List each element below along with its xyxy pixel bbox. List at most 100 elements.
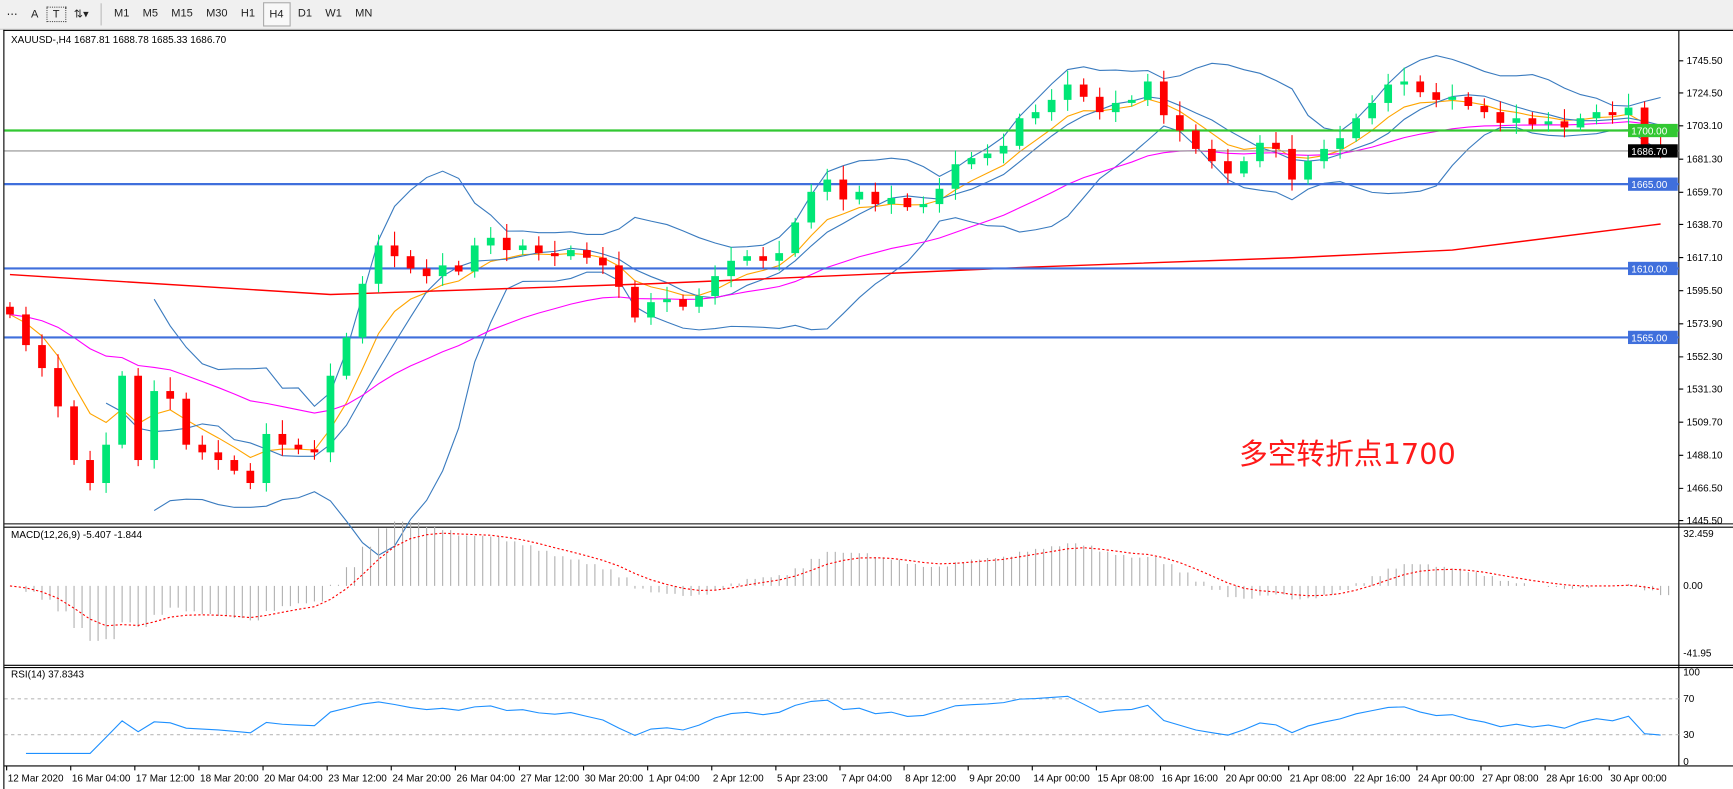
bearish-candle[interactable] bbox=[903, 197, 912, 208]
bearish-candle[interactable] bbox=[759, 256, 768, 261]
bullish-candle[interactable] bbox=[967, 158, 976, 165]
bullish-candle[interactable] bbox=[887, 197, 896, 205]
bullish-candle[interactable] bbox=[1576, 118, 1585, 128]
bullish-candle[interactable] bbox=[743, 256, 752, 261]
bullish-candle[interactable] bbox=[358, 283, 367, 338]
bullish-candle[interactable] bbox=[1592, 112, 1601, 119]
bearish-candle[interactable] bbox=[454, 265, 463, 272]
bullish-candle[interactable] bbox=[1240, 161, 1248, 174]
bullish-candle[interactable] bbox=[438, 265, 447, 277]
bullish-candle[interactable] bbox=[791, 222, 800, 254]
timeframe-m30-button[interactable]: M30 bbox=[206, 7, 228, 20]
bearish-candle[interactable] bbox=[1528, 118, 1537, 125]
bearish-candle[interactable] bbox=[38, 345, 46, 369]
bullish-candle[interactable] bbox=[1368, 102, 1377, 119]
bullish-candle[interactable] bbox=[518, 245, 527, 251]
bearish-candle[interactable] bbox=[294, 444, 303, 450]
bullish-candle[interactable] bbox=[775, 253, 784, 261]
bullish-candle[interactable] bbox=[150, 391, 159, 461]
bullish-candle[interactable] bbox=[374, 245, 383, 284]
bearish-candle[interactable] bbox=[1079, 84, 1088, 97]
timeframe-w1-button[interactable]: W1 bbox=[325, 7, 342, 20]
bullish-candle[interactable] bbox=[1320, 148, 1328, 162]
bearish-candle[interactable] bbox=[502, 237, 511, 251]
bearish-candle[interactable] bbox=[54, 368, 62, 407]
bullish-candle[interactable] bbox=[1015, 118, 1024, 146]
bearish-candle[interactable] bbox=[1288, 148, 1296, 180]
bearish-candle[interactable] bbox=[839, 179, 848, 200]
bearish-candle[interactable] bbox=[166, 391, 175, 399]
timeframe-m1-button[interactable]: M1 bbox=[114, 7, 130, 20]
bullish-candle[interactable] bbox=[470, 245, 479, 272]
bullish-candle[interactable] bbox=[566, 250, 575, 257]
separator-tool-icon[interactable]: ⋯ bbox=[6, 8, 18, 21]
bearish-candle[interactable] bbox=[86, 460, 94, 484]
bearish-candle[interactable] bbox=[246, 470, 255, 484]
bearish-candle[interactable] bbox=[1608, 112, 1617, 116]
bearish-candle[interactable] bbox=[1095, 96, 1104, 113]
bullish-candle[interactable] bbox=[1031, 112, 1040, 119]
bullish-candle[interactable] bbox=[486, 237, 495, 246]
bullish-candle[interactable] bbox=[1143, 81, 1152, 100]
bullish-candle[interactable] bbox=[102, 444, 110, 484]
bullish-candle[interactable] bbox=[663, 299, 671, 303]
bearish-candle[interactable] bbox=[1496, 112, 1505, 123]
bearish-candle[interactable] bbox=[214, 452, 223, 461]
bearish-candle[interactable] bbox=[230, 460, 239, 471]
bullish-candle[interactable] bbox=[951, 164, 960, 189]
bearish-candle[interactable] bbox=[1480, 105, 1489, 113]
bearish-candle[interactable] bbox=[679, 299, 687, 307]
timeframe-h4-button[interactable]: H4 bbox=[262, 2, 291, 27]
text-tool-icon[interactable]: A bbox=[30, 8, 39, 21]
bullish-candle[interactable] bbox=[262, 433, 271, 484]
bullish-candle[interactable] bbox=[1304, 161, 1312, 180]
bearish-candle[interactable] bbox=[1224, 161, 1232, 174]
bearish-candle[interactable] bbox=[1272, 142, 1280, 149]
bullish-candle[interactable] bbox=[1512, 118, 1521, 123]
bearish-candle[interactable] bbox=[583, 250, 591, 258]
bearish-candle[interactable] bbox=[6, 306, 14, 315]
text-label-tool-icon[interactable]: T bbox=[46, 6, 67, 23]
bearish-candle[interactable] bbox=[198, 444, 207, 453]
bullish-candle[interactable] bbox=[1063, 84, 1072, 100]
bullish-candle[interactable] bbox=[1047, 99, 1056, 113]
bearish-candle[interactable] bbox=[422, 268, 431, 277]
timeframe-h1-button[interactable]: H1 bbox=[240, 7, 255, 20]
bullish-candle[interactable] bbox=[1127, 99, 1136, 103]
bullish-candle[interactable] bbox=[983, 153, 992, 159]
bullish-candle[interactable] bbox=[1352, 118, 1360, 139]
bearish-candle[interactable] bbox=[1432, 92, 1441, 100]
bearish-candle[interactable] bbox=[871, 191, 880, 205]
bullish-candle[interactable] bbox=[695, 296, 703, 307]
bearish-candle[interactable] bbox=[70, 406, 78, 461]
bullish-candle[interactable] bbox=[1384, 84, 1393, 103]
bullish-candle[interactable] bbox=[823, 179, 832, 192]
bullish-candle[interactable] bbox=[118, 375, 126, 445]
bullish-candle[interactable] bbox=[1448, 96, 1457, 100]
bearish-candle[interactable] bbox=[1560, 121, 1569, 128]
bearish-candle[interactable] bbox=[1175, 115, 1184, 131]
bearish-candle[interactable] bbox=[550, 253, 559, 257]
bullish-candle[interactable] bbox=[647, 302, 655, 318]
timeframe-m15-button[interactable]: M15 bbox=[171, 7, 193, 20]
bullish-candle[interactable] bbox=[326, 375, 335, 453]
bearish-candle[interactable] bbox=[599, 257, 607, 266]
timeframe-mn-button[interactable]: MN bbox=[355, 7, 373, 20]
bullish-candle[interactable] bbox=[1336, 138, 1344, 149]
bullish-candle[interactable] bbox=[1624, 107, 1633, 116]
bearish-candle[interactable] bbox=[278, 433, 287, 445]
bullish-candle[interactable] bbox=[342, 337, 351, 376]
bullish-candle[interactable] bbox=[1111, 102, 1120, 113]
timeframe-m5-button[interactable]: M5 bbox=[142, 7, 159, 20]
bearish-candle[interactable] bbox=[615, 265, 623, 287]
bearish-candle[interactable] bbox=[1464, 96, 1473, 106]
bearish-candle[interactable] bbox=[406, 256, 415, 269]
bullish-candle[interactable] bbox=[935, 188, 944, 205]
bearish-candle[interactable] bbox=[134, 375, 143, 461]
bullish-candle[interactable] bbox=[1400, 81, 1409, 85]
bullish-candle[interactable] bbox=[711, 276, 719, 297]
bullish-candle[interactable] bbox=[1256, 142, 1264, 162]
bearish-candle[interactable] bbox=[534, 245, 543, 254]
bearish-candle[interactable] bbox=[1191, 130, 1200, 149]
bullish-candle[interactable] bbox=[807, 191, 816, 223]
